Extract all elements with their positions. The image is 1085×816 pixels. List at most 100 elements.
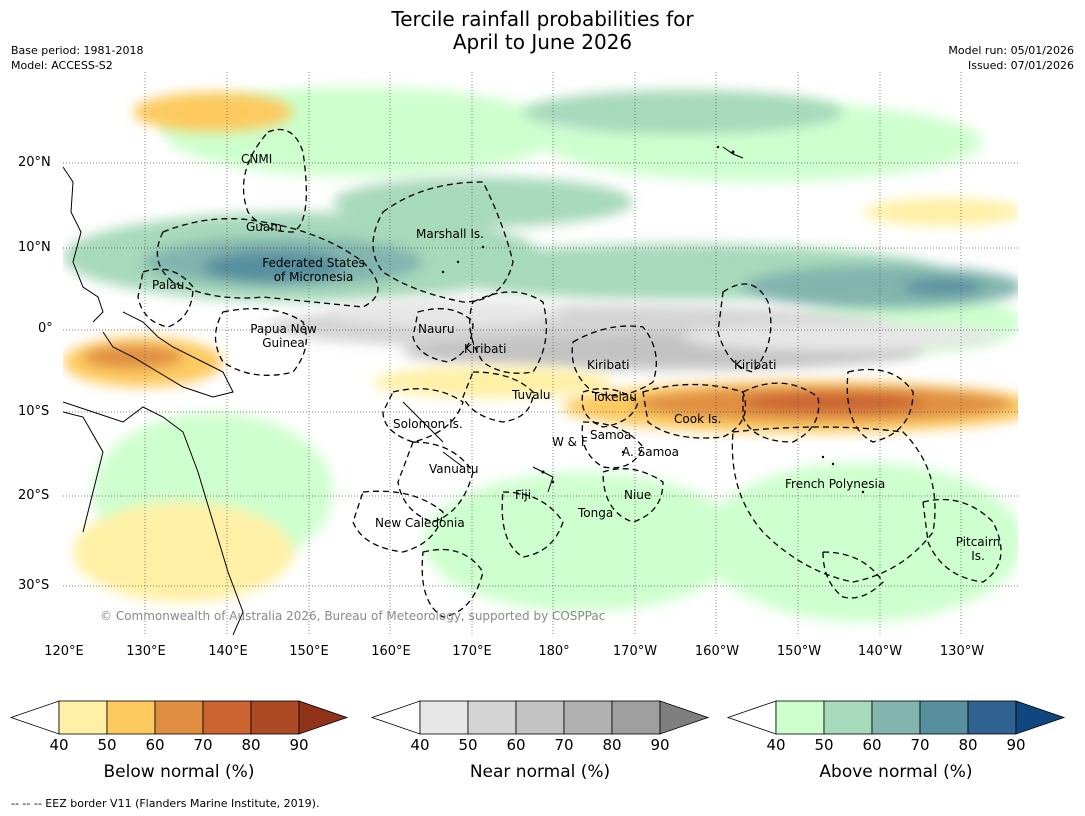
base-period-text: Base period: 1981-2018 (11, 44, 144, 57)
place-fsm-line2: of Micronesia (273, 270, 354, 284)
colorbar-tick-label: 70 (193, 736, 213, 754)
colorbar-low-extension (370, 700, 421, 735)
colorbar-high-extension (298, 700, 349, 735)
colorbar-segment (515, 700, 565, 735)
colorbar-below-label: Below normal (%) (103, 762, 255, 782)
colorbar-segment (823, 700, 873, 735)
colorbar-segment (967, 700, 1017, 735)
lat-label-20n: 20°N (18, 155, 51, 170)
colorbar-segment (106, 700, 156, 735)
lon-label-180: 180° (538, 644, 570, 659)
colorbar-tick-label: 50 (814, 736, 834, 754)
colorbar-segment (58, 700, 108, 735)
lat-label-10n: 10°N (18, 240, 51, 255)
lon-label-140w: 140°W (857, 644, 903, 659)
lon-label-170e: 170°E (452, 644, 492, 659)
eez-borders (137, 128, 1002, 618)
colorbar-near-label: Near normal (%) (469, 762, 611, 782)
colorbar-segment (611, 700, 661, 735)
colorbar-high-extension (1015, 700, 1066, 735)
colorbar-segment (775, 700, 825, 735)
model-run-text: Model run: 05/01/2026 (948, 44, 1074, 57)
place-png-line2: Guinea (262, 336, 305, 350)
place-vanuatu: Vanuatu (429, 462, 479, 476)
lat-label-20s: 20°S (18, 488, 50, 503)
place-palau: Palau (152, 278, 185, 292)
gridlines (63, 72, 1018, 635)
place-solomon: Solomon Is. (393, 417, 463, 431)
place-niue: Niue (624, 488, 652, 502)
colorbar-segment (919, 700, 969, 735)
lon-label-140e: 140°E (208, 644, 248, 659)
place-pitcairn: Pitcairn Is. (953, 535, 1003, 563)
colorbar-low-extension (726, 700, 777, 735)
colorbar-tick-label: 40 (410, 736, 430, 754)
map-title-line1: Tercile rainfall probabilities for (391, 7, 694, 31)
lon-label-120e: 120°E (44, 644, 84, 659)
meta-right: Model run: 05/01/2026 Issued: 07/01/2026 (948, 43, 1074, 73)
colorbar-tick-label: 60 (506, 736, 526, 754)
place-french-polynesia: French Polynesia (785, 477, 886, 491)
colorbar-segment (250, 700, 300, 735)
colorbar-tick-label: 90 (289, 736, 309, 754)
lat-label-0: 0° (38, 321, 53, 336)
place-pitcairn-line1: Pitcairn (955, 535, 1001, 549)
place-fiji: Fiji (515, 488, 532, 502)
eez-legend-footer: -- -- -- EEZ border V11 (Flanders Marine… (11, 797, 320, 810)
colorbar-high-extension (659, 700, 710, 735)
place-wallis-futuna: W & F (552, 435, 588, 449)
colorbar-tick-label: 40 (766, 736, 786, 754)
coastlines (63, 146, 744, 635)
lon-label-150e: 150°E (289, 644, 329, 659)
place-guam: Guam (246, 220, 282, 234)
lat-label-30s: 30°S (18, 578, 50, 593)
colorbar-above (726, 700, 1066, 735)
lon-label-160e: 160°E (371, 644, 411, 659)
colorbar-segment (154, 700, 204, 735)
map-title-line2: April to June 2026 (452, 30, 633, 54)
colorbars-graphic (9, 700, 1066, 735)
colorbar-below (9, 700, 349, 735)
place-nauru: Nauru (418, 322, 455, 336)
place-cnmi: CNMI (241, 152, 273, 166)
colorbar-low-extension (9, 700, 60, 735)
lon-label-150w: 150°W (776, 644, 822, 659)
place-png-line1: Papua New (250, 322, 317, 336)
lon-label-160w: 160°W (694, 644, 740, 659)
colorbar-tick-label: 70 (910, 736, 930, 754)
copyright-note: © Commonwealth of Australia 2026, Bureau… (100, 609, 606, 623)
place-kiribati-east: Kiribati (734, 358, 777, 372)
colorbar-tick-label: 50 (97, 736, 117, 754)
map-panel: CNMI Guam Marshall Is. Federated States … (63, 72, 1018, 635)
colorbar-tick-label: 90 (1006, 736, 1026, 754)
place-marshall: Marshall Is. (416, 227, 484, 241)
colorbar-above-label: Above normal (%) (819, 762, 973, 782)
colorbar-segment (202, 700, 252, 735)
colorbar-tick-label: 50 (458, 736, 478, 754)
colorbar-tick-label: 80 (958, 736, 978, 754)
colorbar-segment (467, 700, 517, 735)
forecast-map (63, 72, 1018, 635)
place-samoa: Samoa (590, 428, 632, 442)
colorbar-segment (419, 700, 469, 735)
lon-label-130e: 130°E (126, 644, 166, 659)
colorbar-tick-label: 70 (554, 736, 574, 754)
place-kiribati-central: Kiribati (587, 358, 630, 372)
colorbar-tick-label: 60 (862, 736, 882, 754)
meta-left: Base period: 1981-2018 Model: ACCESS-S2 (11, 43, 143, 73)
lon-label-170w: 170°W (612, 644, 658, 659)
place-tokelau: Tokelau (592, 390, 637, 404)
place-new-caledonia: New Caledonia (375, 516, 465, 530)
lat-label-10s: 10°S (18, 404, 50, 419)
island-markers (441, 145, 865, 494)
colorbar-tick-label: 80 (602, 736, 622, 754)
lon-label-130w: 130°W (939, 644, 985, 659)
place-fsm-line1: Federated States (262, 256, 365, 270)
issued-text: Issued: 07/01/2026 (967, 59, 1074, 72)
colorbar-tick-label: 40 (49, 736, 69, 754)
place-png: Papua New Guinea (246, 322, 321, 350)
place-kiribati-west: Kiribati (464, 342, 507, 356)
map-title: Tercile rainfall probabilities for April… (0, 8, 1085, 54)
colorbar-tick-label: 60 (145, 736, 165, 754)
place-tuvalu: Tuvalu (512, 388, 551, 402)
